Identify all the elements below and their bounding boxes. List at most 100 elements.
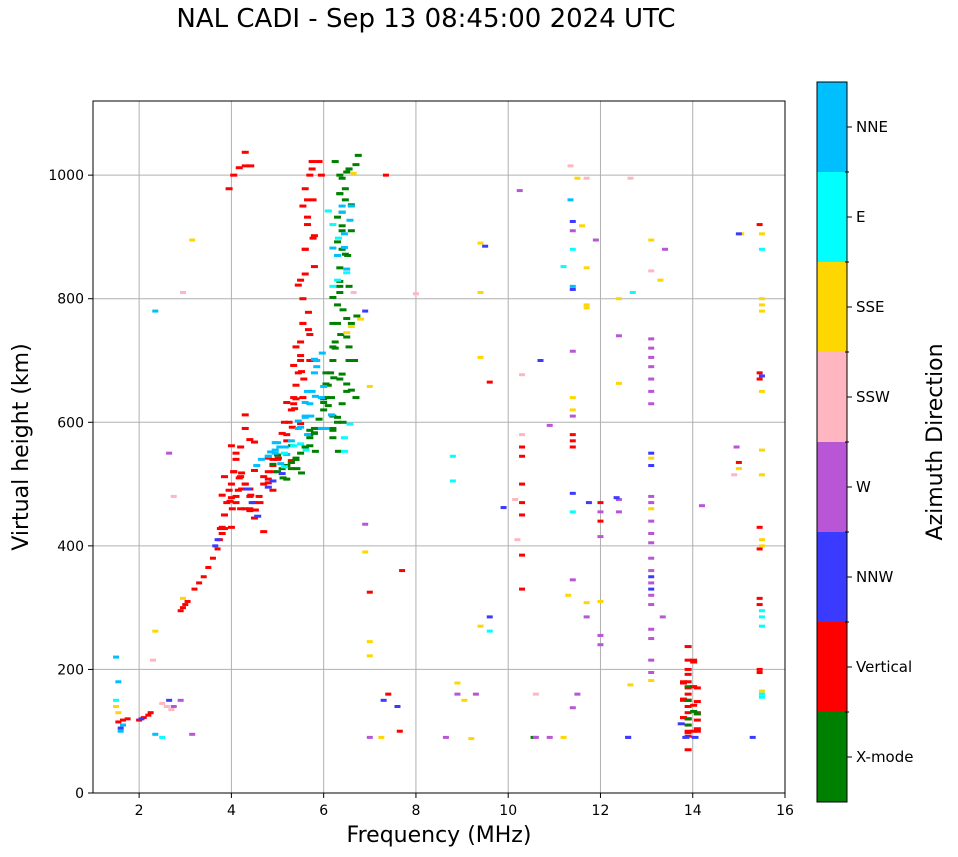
data-point	[693, 686, 701, 690]
data-point	[276, 445, 284, 449]
data-point	[310, 431, 318, 435]
data-point	[519, 513, 526, 517]
data-point	[449, 454, 456, 458]
data-point	[648, 269, 655, 273]
colorbar-tick-label: E	[856, 208, 865, 226]
data-point	[648, 355, 655, 359]
data-point	[516, 189, 523, 193]
data-point	[382, 173, 389, 177]
data-point	[329, 436, 337, 440]
data-point	[294, 283, 302, 287]
data-point	[385, 692, 392, 696]
data-point	[343, 382, 351, 386]
data-point	[337, 333, 345, 337]
data-point	[228, 507, 236, 511]
colorbar-segment	[817, 172, 847, 262]
data-point	[115, 711, 122, 715]
data-point	[366, 735, 373, 739]
data-point	[597, 599, 604, 603]
data-point	[648, 603, 655, 607]
data-point	[684, 711, 692, 715]
data-point	[241, 426, 249, 430]
data-point	[232, 501, 240, 505]
data-point	[260, 530, 268, 534]
data-point	[574, 692, 581, 696]
data-point	[519, 433, 526, 437]
data-point	[412, 292, 419, 296]
data-point	[309, 198, 317, 202]
data-point	[264, 454, 272, 458]
data-point	[690, 658, 698, 662]
data-point	[532, 692, 539, 696]
data-point	[214, 538, 221, 542]
data-point	[338, 176, 346, 180]
data-point	[662, 247, 669, 251]
data-point	[304, 310, 312, 314]
data-point	[346, 218, 354, 222]
data-point	[278, 431, 286, 435]
data-point	[292, 345, 300, 349]
data-point	[758, 689, 765, 693]
data-point	[343, 271, 351, 275]
data-point	[351, 359, 359, 362]
data-point	[152, 309, 159, 313]
data-point	[546, 423, 553, 427]
data-point	[274, 470, 282, 474]
data-point	[569, 439, 576, 443]
data-point	[329, 426, 337, 430]
data-point	[338, 402, 346, 406]
data-point	[227, 525, 235, 529]
data-point	[336, 291, 344, 295]
data-point	[292, 383, 300, 387]
data-point	[345, 284, 353, 288]
data-point	[758, 389, 765, 393]
data-point	[166, 451, 173, 455]
data-point	[690, 703, 698, 707]
data-point	[331, 160, 339, 164]
colorbar-frame	[816, 81, 848, 803]
data-point	[334, 321, 342, 325]
data-point	[278, 472, 286, 476]
data-point	[297, 451, 305, 455]
data-point	[290, 363, 298, 367]
data-point	[306, 402, 314, 406]
data-point	[336, 192, 344, 196]
x-tick-label: 12	[592, 803, 610, 819]
data-point	[519, 454, 526, 458]
data-point	[684, 685, 692, 689]
data-point	[269, 479, 277, 483]
data-point	[684, 723, 692, 727]
data-point	[690, 660, 698, 664]
data-point	[237, 507, 245, 511]
data-point	[304, 328, 312, 332]
data-point	[486, 380, 493, 384]
data-point	[311, 449, 319, 453]
data-point	[345, 167, 353, 171]
data-point	[648, 541, 655, 545]
data-point	[756, 603, 763, 607]
data-point	[260, 482, 268, 486]
colorbar-segment	[817, 352, 847, 442]
data-point	[225, 187, 233, 191]
data-point	[334, 278, 342, 282]
data-point	[293, 467, 301, 471]
data-point	[338, 247, 346, 251]
data-point	[690, 709, 698, 713]
data-point	[200, 575, 207, 579]
data-point	[334, 253, 342, 257]
data-point	[238, 471, 246, 475]
data-point	[648, 679, 655, 683]
data-point	[330, 376, 338, 380]
series-w	[166, 189, 740, 739]
data-point	[159, 701, 166, 705]
data-point	[235, 166, 243, 170]
data-point	[301, 247, 309, 251]
data-point	[347, 321, 355, 325]
data-point	[307, 414, 315, 418]
data-point	[347, 229, 355, 233]
data-point	[756, 223, 763, 227]
data-point	[320, 384, 328, 388]
series-e	[113, 209, 765, 739]
data-point	[565, 593, 572, 597]
data-point	[232, 457, 240, 461]
